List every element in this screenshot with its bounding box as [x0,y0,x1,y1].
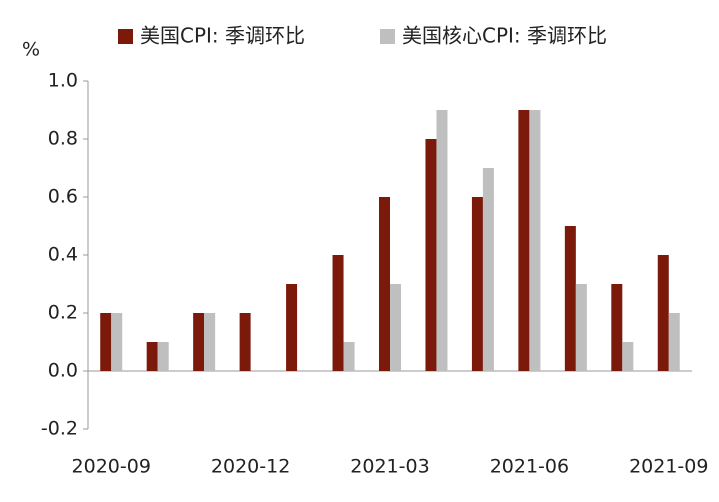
bar [436,110,448,371]
x-tick-label: 2021-06 [490,456,569,478]
bar [471,197,483,371]
y-tick-label: 1.0 [48,70,78,92]
bar [100,313,112,371]
bar [111,313,123,371]
bar [146,342,158,371]
bar [343,342,355,371]
bar [518,110,530,371]
bar [332,255,344,371]
y-tick-label: 0.0 [48,360,78,382]
bar [390,284,401,371]
bar [575,284,587,371]
bar [425,139,437,371]
legend-swatch [380,29,395,44]
y-tick-label: 0.6 [48,186,78,208]
x-tick-label: 2021-09 [629,456,708,478]
y-tick-label: 0.4 [48,244,78,266]
y-tick-label: 0.2 [48,302,78,324]
bar [286,284,298,371]
bar [564,226,576,371]
legend-label: 美国核心CPI: 季调环比 [402,24,607,48]
bar [157,342,169,371]
bar [193,313,205,371]
bar [529,110,541,371]
bar [204,313,216,371]
bar [657,255,669,371]
bar [611,284,623,371]
y-axis-unit: % [22,39,40,61]
legend-swatch [118,29,133,44]
bar [379,197,390,371]
legend-label: 美国CPI: 季调环比 [140,24,305,48]
bar [668,313,680,371]
bar [622,342,634,371]
x-tick-label: 2020-12 [211,456,290,478]
bar [482,168,494,371]
y-tick-label: 0.8 [48,128,78,150]
bar [239,313,251,371]
x-tick-label: 2020-09 [72,456,151,478]
x-tick-label: 2021-03 [350,456,429,478]
y-tick-label: -0.2 [41,418,78,440]
